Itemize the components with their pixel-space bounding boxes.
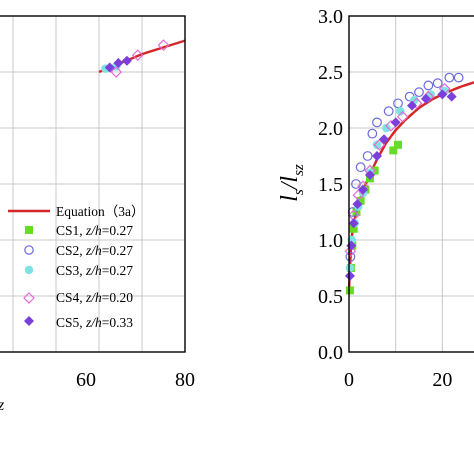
right-data-point (393, 98, 403, 109)
right-data-point (372, 117, 382, 128)
right-y-axis-title: ls/lsz (277, 164, 307, 202)
legend-label: CS3, z/h=0.27 (56, 263, 133, 278)
right-y-tick-label: 1.0 (318, 230, 343, 252)
left-x-axis-title: z (0, 397, 5, 414)
legend-entry-cs1: CS1, z/h=0.27 (25, 223, 133, 238)
right-data-point (390, 117, 401, 128)
left-chart-panel: 60 80 z Equation（3a） CS1, z/h=0.27 CS2, … (0, 15, 195, 414)
legend-entry-cs5: CS5, z/h=0.33 (24, 315, 133, 330)
right-data-point (383, 106, 394, 117)
left-data-point (131, 49, 144, 62)
legend-label: CS4, z/h=0.20 (56, 290, 133, 305)
right-y-tick-label: 0.5 (318, 286, 343, 308)
left-data-point (104, 62, 115, 73)
left-data-point (121, 55, 132, 66)
legend-circle-marker (24, 265, 34, 275)
right-y-tick-label: 3.0 (318, 6, 343, 28)
right-data-point (345, 286, 354, 295)
right-data-point (407, 100, 417, 111)
right-data-point (389, 146, 398, 155)
left-x-tick-label: 80 (175, 369, 195, 391)
right-chart-plot-frame (348, 15, 474, 353)
right-equation-line (347, 81, 474, 291)
right-data-point (379, 134, 389, 145)
left-data-point (157, 39, 170, 51)
left-x-tick-label: 60 (76, 369, 96, 391)
right-y-tick-label: 0.0 (318, 342, 343, 364)
legend: Equation（3a） CS1, z/h=0.27 CS2, z/h=0.27… (8, 204, 144, 330)
legend-diamond-marker (24, 316, 34, 326)
right-data-point (362, 151, 373, 161)
legend-entry-cs3: CS3, z/h=0.27 (24, 263, 133, 278)
right-chart-data-points (344, 72, 464, 295)
legend-square-marker (25, 226, 33, 234)
right-data-point (394, 140, 402, 149)
right-data-point (421, 93, 431, 104)
right-data-point (373, 138, 386, 151)
right-y-tick-label: 1.5 (318, 174, 343, 196)
left-chart-data-points (101, 39, 170, 78)
legend-open-diamond-marker (23, 292, 35, 304)
legend-label: CS2, z/h=0.27 (56, 243, 133, 258)
right-data-point (358, 184, 368, 195)
right-data-point (344, 270, 355, 281)
right-data-point (382, 123, 391, 133)
left-data-point (113, 58, 124, 69)
y-axis-title-l: l (277, 195, 303, 202)
right-x-tick-label: 20 (432, 369, 452, 391)
right-data-point (345, 251, 356, 262)
right-x-tick-labels: 0 20 (344, 369, 452, 391)
legend-entry-cs2: CS2, z/h=0.27 (24, 243, 133, 258)
right-data-point (352, 199, 363, 210)
right-data-point (344, 245, 357, 258)
right-data-point (349, 224, 358, 233)
right-x-tick-label: 0 (344, 369, 354, 391)
right-data-point (367, 128, 378, 139)
right-data-point (410, 97, 423, 110)
y-axis-title-sub-s: s (291, 189, 307, 195)
left-chart-plot-frame (0, 15, 186, 353)
right-data-point (345, 263, 355, 273)
right-data-point (437, 89, 448, 100)
right-chart-equation-curve (347, 81, 474, 291)
right-equation-line-overlay (347, 81, 474, 291)
right-data-point (414, 87, 424, 98)
right-data-point (423, 80, 434, 91)
right-data-point (444, 72, 455, 83)
right-data-point (355, 162, 366, 173)
right-y-tick-labels: 0.0 0.5 1.0 1.5 2.0 2.5 3.0 (318, 6, 343, 364)
right-data-point (365, 170, 375, 181)
right-data-point (356, 196, 365, 205)
legend-label: CS5, z/h=0.33 (56, 315, 133, 330)
legend-entry-cs4: CS4, z/h=0.20 (23, 290, 133, 305)
legend-entry-equation: Equation（3a） (8, 204, 144, 219)
left-data-point (110, 66, 123, 78)
legend-label: CS1, z/h=0.27 (56, 223, 133, 238)
svg-text:ls/lsz: ls/lsz (277, 164, 307, 202)
right-chart-grid (349, 16, 474, 352)
right-data-point (453, 72, 464, 83)
right-data-point (348, 218, 359, 229)
right-data-point (432, 78, 443, 89)
right-y-tick-label: 2.5 (318, 62, 343, 84)
right-data-point (396, 110, 409, 123)
right-data-point (446, 91, 457, 102)
right-chart-panel: 0.0 0.5 1.0 1.5 2.0 2.5 3.0 0 20 ls/lsz (277, 6, 474, 391)
right-data-point (372, 140, 382, 150)
legend-label: Equation（3a） (56, 204, 144, 219)
right-data-point (372, 151, 382, 161)
y-axis-title-sub-sz: sz (291, 164, 307, 176)
right-y-tick-label: 2.0 (318, 118, 343, 140)
right-data-point (396, 106, 405, 116)
y-axis-title-slash-l: /l (277, 176, 303, 192)
legend-open-circle-marker (24, 245, 34, 255)
